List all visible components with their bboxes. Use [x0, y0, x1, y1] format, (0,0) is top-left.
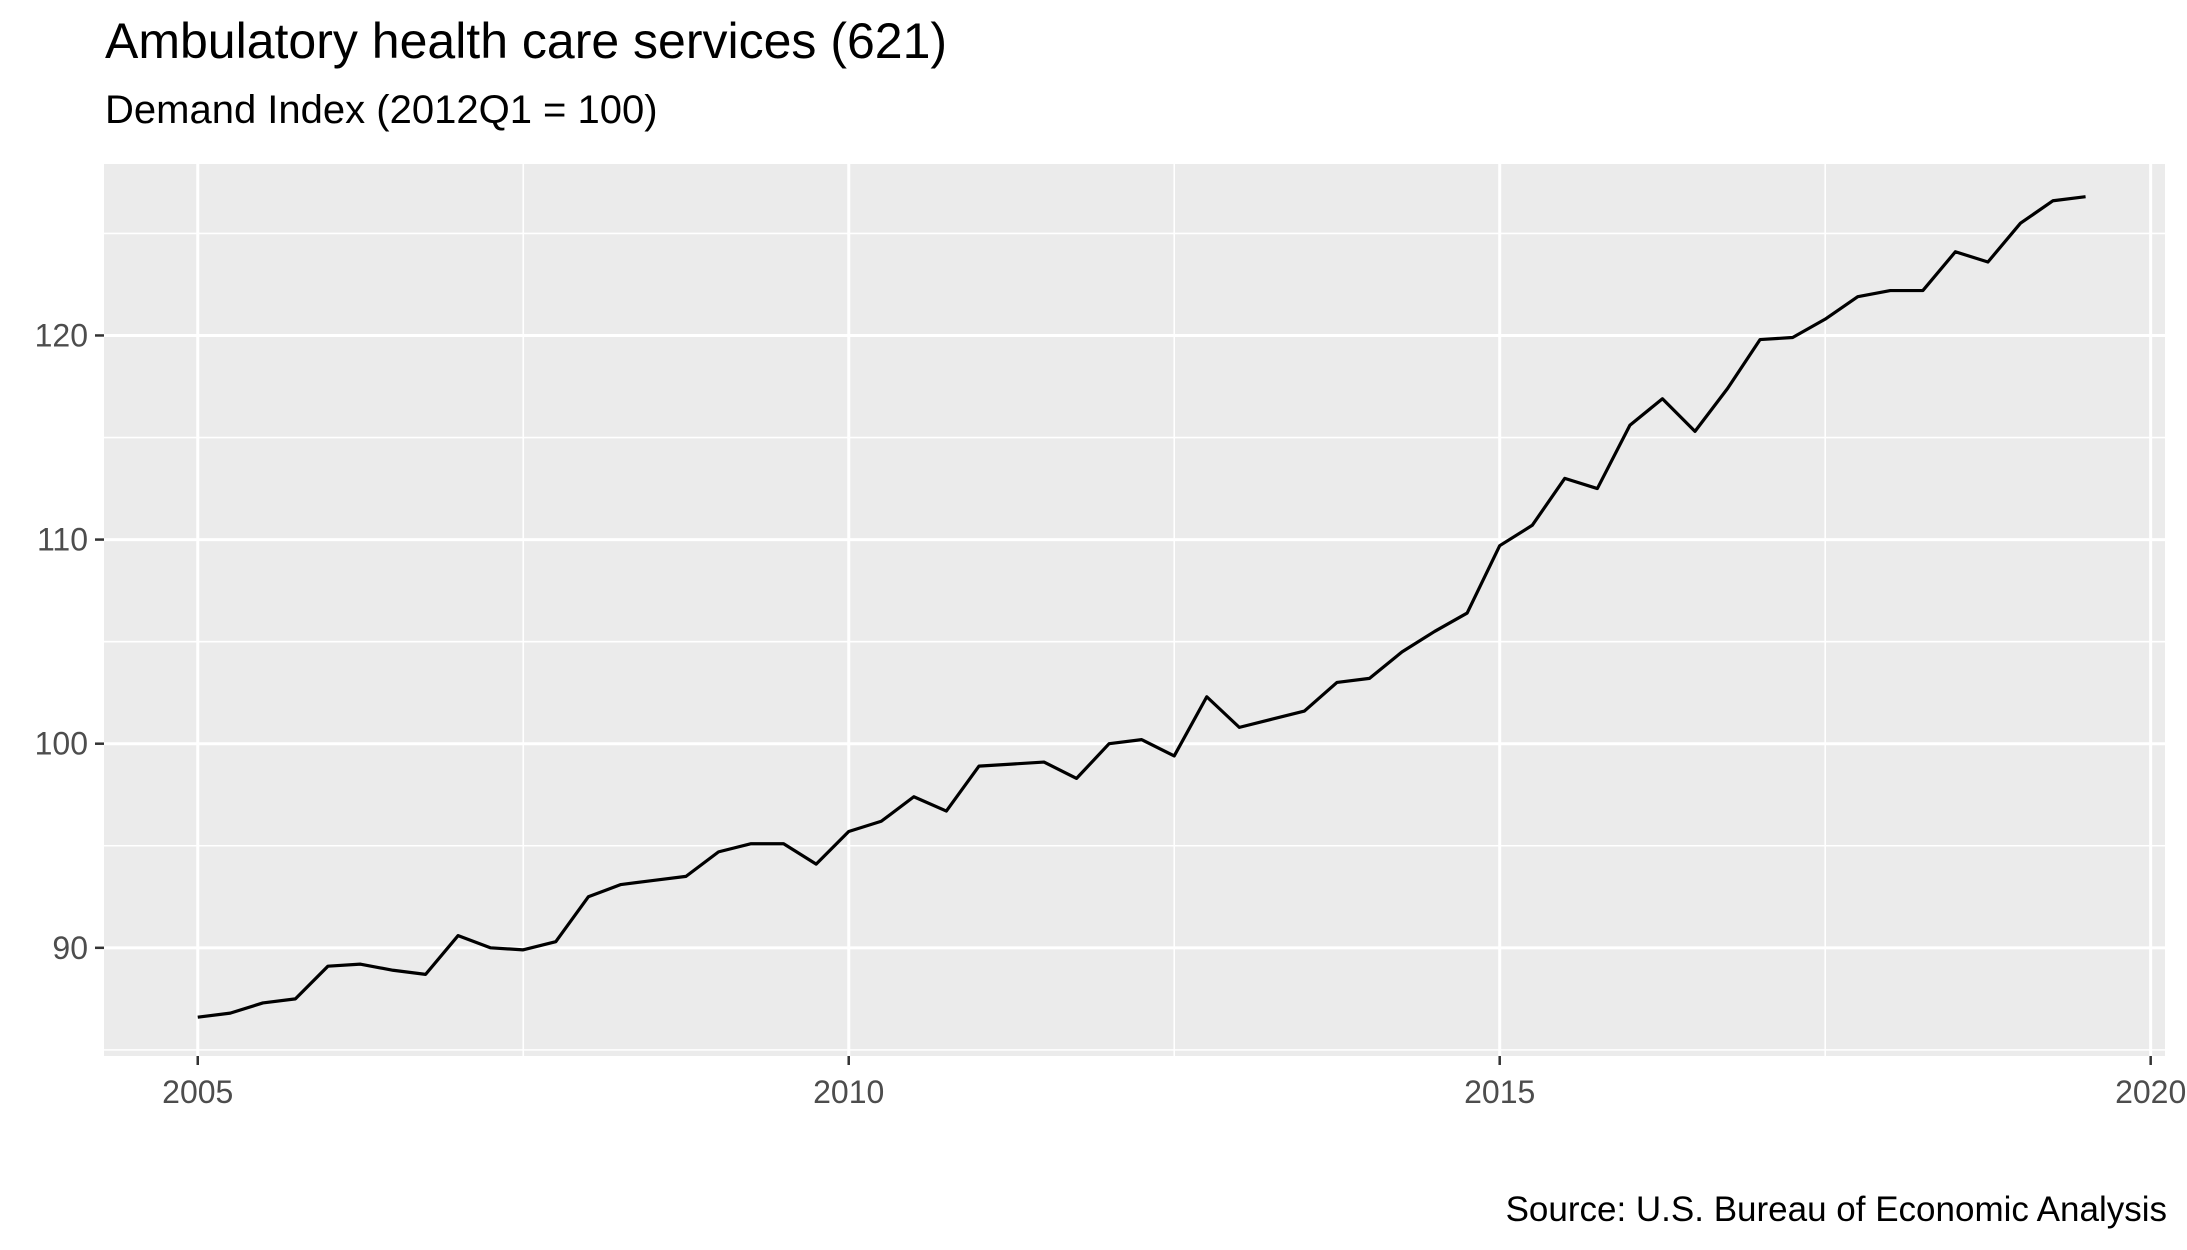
- plot-panel: [104, 164, 2165, 1056]
- series-line: [197, 195, 2086, 1019]
- chart-subtitle: Demand Index (2012Q1 = 100): [105, 88, 658, 132]
- y-tick-label: 90: [52, 930, 88, 966]
- y-tick-label: 120: [35, 317, 88, 353]
- axis-ticks: [95, 334, 2152, 1065]
- x-tick-label: 2020: [2115, 1074, 2186, 1110]
- y-tick-label: 100: [35, 726, 88, 762]
- x-tick-label: 2005: [162, 1074, 233, 1110]
- x-tick-label: 2015: [1464, 1074, 1535, 1110]
- x-tick-label: 2010: [813, 1074, 884, 1110]
- chart-caption: Source: U.S. Bureau of Economic Analysis: [1505, 1190, 2167, 1229]
- y-tick-label: 110: [37, 522, 88, 558]
- minor-gridlines: [104, 164, 2165, 1056]
- chart-title: Ambulatory health care services (621): [105, 13, 948, 69]
- major-gridlines: [104, 164, 2165, 1056]
- y-axis-tick-labels: 90 100 110 120: [35, 317, 88, 965]
- x-axis-tick-labels: 2005 2010 2015 2020: [162, 1074, 2186, 1110]
